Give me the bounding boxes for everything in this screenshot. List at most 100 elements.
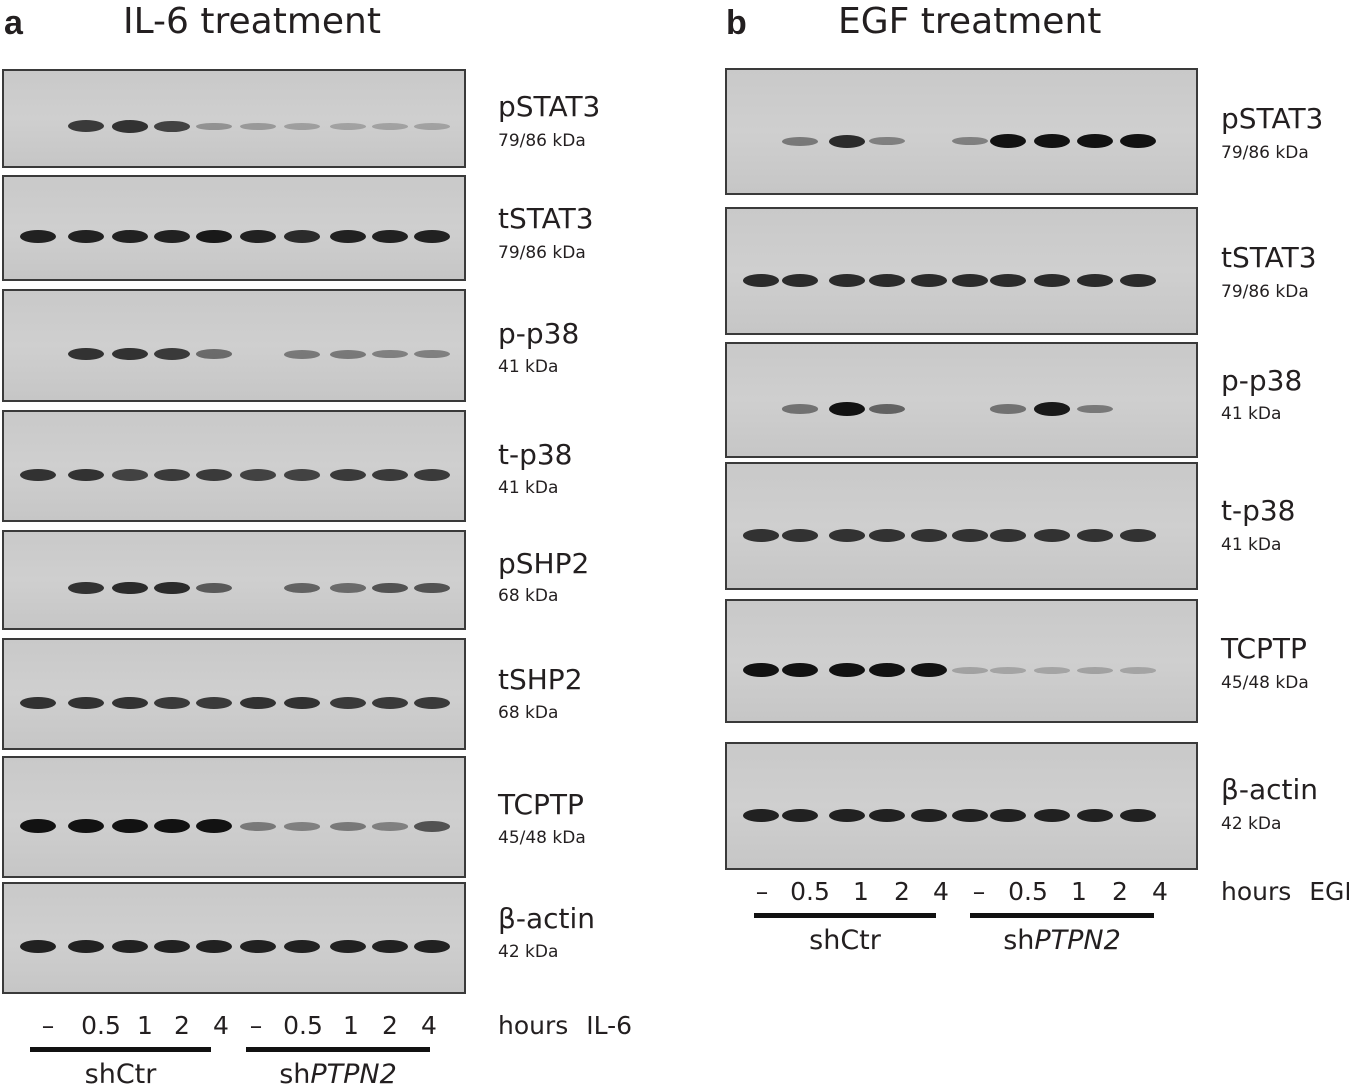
band xyxy=(414,696,450,709)
blot-b-3 xyxy=(725,462,1198,590)
band xyxy=(20,940,56,954)
band xyxy=(1077,529,1113,542)
band xyxy=(112,348,148,361)
lane-label: 0.5 xyxy=(283,1011,323,1040)
band xyxy=(196,582,232,594)
band xyxy=(782,529,818,542)
band xyxy=(20,819,56,834)
band xyxy=(196,819,232,834)
blot-a-3 xyxy=(2,410,466,522)
lane-label: 2 xyxy=(382,1011,398,1040)
hours-label: hours EGF xyxy=(1221,877,1349,906)
band xyxy=(829,809,865,823)
band xyxy=(68,819,104,834)
band xyxy=(68,120,104,133)
blot-kda: 79/86 kDa xyxy=(498,243,586,263)
blot-b-5 xyxy=(725,742,1198,870)
band xyxy=(952,809,988,823)
band xyxy=(782,663,818,678)
band xyxy=(196,940,232,954)
lane-label: 1 xyxy=(137,1011,153,1040)
panel-a-letter: a xyxy=(4,4,23,42)
band xyxy=(330,583,366,593)
blot-label: pSTAT3 xyxy=(1221,102,1324,135)
band xyxy=(372,123,408,130)
band xyxy=(112,940,148,954)
band xyxy=(869,663,905,678)
band xyxy=(743,529,779,542)
band xyxy=(952,136,988,146)
band xyxy=(990,667,1026,674)
band xyxy=(330,229,366,243)
blot-b-1 xyxy=(725,207,1198,335)
blot-label: p-p38 xyxy=(498,317,580,350)
blot-label: β-actin xyxy=(498,902,596,935)
band xyxy=(112,120,148,133)
band xyxy=(68,348,104,361)
band xyxy=(240,696,276,709)
band xyxy=(869,529,905,542)
band xyxy=(330,696,366,709)
lane-label: 2 xyxy=(1112,877,1128,906)
blot-label: tSTAT3 xyxy=(498,202,594,235)
band xyxy=(284,696,320,709)
blot-b-4 xyxy=(725,599,1198,723)
band xyxy=(1077,134,1113,149)
group-bar xyxy=(246,1047,430,1052)
band xyxy=(240,821,276,831)
band xyxy=(68,229,104,243)
band xyxy=(990,134,1026,149)
band xyxy=(154,696,190,709)
blot-label: TCPTP xyxy=(1221,632,1307,665)
panel-a-title: IL-6 treatment xyxy=(123,1,381,42)
lane-label: 4 xyxy=(1152,877,1168,906)
blot-kda: 45/48 kDa xyxy=(498,828,586,848)
band xyxy=(284,822,320,831)
band xyxy=(414,350,450,359)
blot-kda: 41 kDa xyxy=(498,357,559,377)
band xyxy=(372,940,408,954)
band xyxy=(1120,134,1156,149)
blot-b-2 xyxy=(725,342,1198,458)
band xyxy=(1077,809,1113,823)
lane-label: 1 xyxy=(853,877,869,906)
band xyxy=(990,404,1026,414)
band xyxy=(154,468,190,481)
band xyxy=(952,274,988,288)
band xyxy=(112,696,148,709)
band xyxy=(911,809,947,823)
blot-label: tSHP2 xyxy=(498,663,583,696)
band xyxy=(1034,402,1070,416)
band xyxy=(20,468,56,481)
blot-kda: 41 kDa xyxy=(1221,404,1282,424)
band xyxy=(68,468,104,481)
band xyxy=(829,529,865,542)
blot-kda: 79/86 kDa xyxy=(1221,282,1309,302)
band xyxy=(869,809,905,823)
band xyxy=(330,468,366,481)
blot-kda: 79/86 kDa xyxy=(1221,143,1309,163)
lane-label: 4 xyxy=(933,877,949,906)
band xyxy=(1034,667,1070,674)
blot-a-2 xyxy=(2,289,466,402)
blot-b-0 xyxy=(725,68,1198,195)
blot-a-6 xyxy=(2,756,466,878)
blot-a-7 xyxy=(2,882,466,994)
band xyxy=(372,350,408,359)
blot-a-1 xyxy=(2,175,466,281)
band xyxy=(1077,274,1113,288)
band xyxy=(911,529,947,542)
lane-label: – xyxy=(41,1011,55,1040)
band xyxy=(154,581,190,595)
band xyxy=(284,583,320,593)
lane-label: 1 xyxy=(1071,877,1087,906)
band xyxy=(911,663,947,678)
lane-label: 2 xyxy=(174,1011,190,1040)
band xyxy=(68,581,104,595)
lane-label: – xyxy=(249,1011,263,1040)
blot-kda: 45/48 kDa xyxy=(1221,673,1309,693)
band xyxy=(1120,809,1156,823)
panel-b-letter: b xyxy=(726,4,747,42)
band xyxy=(782,809,818,823)
group-bar xyxy=(754,913,936,918)
